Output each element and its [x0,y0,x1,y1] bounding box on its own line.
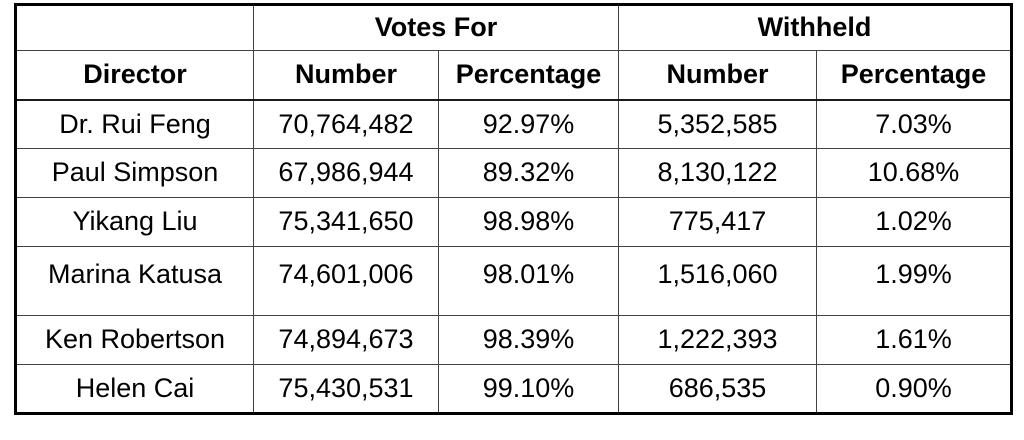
group-header-votes-for: Votes For [252,3,620,51]
withheld-number-cell: 1,222,393 [618,315,818,365]
votes-for-percentage-cell: 98.98% [437,197,620,247]
column-header-withheld-percentage: Percentage [816,50,1014,101]
group-header-withheld: Withheld [618,3,1014,51]
director-cell: Helen Cai [14,364,254,415]
withheld-percentage-cell: 1.02% [816,197,1014,247]
votes-for-percentage-cell: 99.10% [437,364,620,415]
table-row-marina-katusa: Marina Katusa 74,601,006 98.01% 1,516,06… [14,246,1014,316]
votes-for-percentage-cell: 98.39% [437,315,620,365]
withheld-percentage-cell: 1.61% [816,315,1014,365]
votes-for-percentage-cell: 89.32% [437,148,620,198]
director-cell: Dr. Rui Feng [14,99,254,149]
table-row-ken-robertson: Ken Robertson 74,894,673 98.39% 1,222,39… [14,315,1014,365]
table-row-yikang-liu: Yikang Liu 75,341,650 98.98% 775,417 1.0… [14,197,1014,247]
withheld-percentage-cell: 0.90% [816,364,1014,415]
votes-for-number-cell: 74,894,673 [253,315,439,365]
column-header-votes-for-number: Number [253,50,439,101]
withheld-number-cell: 686,535 [618,364,818,415]
withheld-percentage-cell: 10.68% [816,148,1014,198]
vote-results-table: Votes For Withheld Director Number Perce… [14,3,1014,415]
withheld-number-cell: 5,352,585 [618,99,818,149]
group-header-row: Votes For Withheld [14,3,1014,51]
withheld-number-cell: 775,417 [618,197,818,247]
column-header-director: Director [14,50,254,101]
withheld-percentage-cell: 1.99% [816,246,1014,316]
table-row-dr-rui-feng: Dr. Rui Feng 70,764,482 92.97% 5,352,585… [14,99,1014,149]
column-header-votes-for-percentage: Percentage [437,50,620,101]
votes-for-number-cell: 70,764,482 [253,99,439,149]
table-row-helen-cai: Helen Cai 75,430,531 99.10% 686,535 0.90… [14,364,1014,415]
empty-corner-cell [14,3,254,51]
column-header-withheld-number: Number [618,50,818,101]
director-cell: Ken Robertson [14,315,254,365]
votes-for-number-cell: 74,601,006 [253,246,439,316]
director-cell: Paul Simpson [14,148,254,198]
director-cell: Marina Katusa [14,246,254,316]
column-header-row: Director Number Percentage Number Percen… [14,50,1014,101]
withheld-number-cell: 1,516,060 [618,246,818,316]
director-cell: Yikang Liu [14,197,254,247]
votes-for-number-cell: 75,430,531 [253,364,439,415]
votes-for-number-cell: 67,986,944 [253,148,439,198]
votes-for-number-cell: 75,341,650 [253,197,439,247]
votes-for-percentage-cell: 92.97% [437,99,620,149]
table-row-paul-simpson: Paul Simpson 67,986,944 89.32% 8,130,122… [14,148,1014,198]
withheld-number-cell: 8,130,122 [618,148,818,198]
withheld-percentage-cell: 7.03% [816,99,1014,149]
votes-for-percentage-cell: 98.01% [437,246,620,316]
